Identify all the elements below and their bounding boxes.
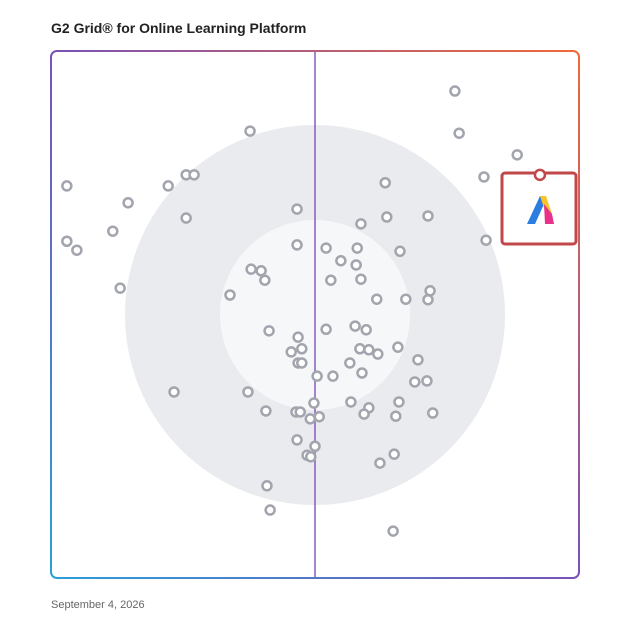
- product-dot: [390, 410, 402, 422]
- product-dot: [360, 324, 372, 336]
- product-dot: [422, 210, 434, 222]
- product-dot: [309, 440, 321, 452]
- product-dot: [345, 396, 357, 408]
- product-dot: [188, 169, 200, 181]
- product-dot: [355, 218, 367, 230]
- product-dot: [372, 348, 384, 360]
- product-dot: [264, 504, 276, 516]
- product-dot: [61, 235, 73, 247]
- product-dot: [61, 180, 73, 192]
- product-dot: [291, 239, 303, 251]
- product-dot: [388, 448, 400, 460]
- product-dot: [261, 480, 273, 492]
- product-dot: [412, 354, 424, 366]
- product-dot: [285, 346, 297, 358]
- product-dot: [320, 242, 332, 254]
- product-dot: [400, 293, 412, 305]
- product-dot: [409, 376, 421, 388]
- product-dot: [313, 410, 325, 423]
- product-dot: [224, 289, 236, 301]
- featured-dot: [533, 168, 547, 182]
- product-dot: [296, 343, 308, 355]
- product-dot: [393, 396, 405, 408]
- product-dot: [392, 341, 404, 353]
- product-dot: [381, 211, 393, 223]
- product-dot: [122, 197, 134, 209]
- product-dot: [304, 413, 316, 425]
- product-dot: [245, 263, 257, 275]
- product-dot: [320, 323, 332, 336]
- product-dot: [480, 234, 492, 246]
- product-dot: [305, 451, 317, 463]
- product-dot: [162, 180, 174, 192]
- product-dot: [356, 367, 368, 379]
- product-dot: [374, 457, 386, 469]
- product-dot: [424, 285, 436, 297]
- product-dot: [354, 343, 366, 355]
- product-dot: [351, 242, 363, 254]
- product-dot: [107, 225, 119, 237]
- product-dot: [349, 320, 361, 332]
- product-dot: [453, 127, 465, 139]
- product-dot: [355, 273, 367, 285]
- product-dot: [511, 149, 523, 161]
- product-dot: [311, 370, 323, 382]
- date: September 4, 2026: [51, 599, 145, 611]
- product-dot: [327, 370, 339, 382]
- product-dot: [71, 244, 83, 256]
- product-dot: [421, 375, 433, 387]
- product-dot: [291, 434, 303, 446]
- product-dot: [344, 357, 356, 369]
- product-dot: [350, 259, 362, 271]
- product-dot: [292, 331, 304, 343]
- product-dot: [294, 406, 306, 418]
- featured-logo: [500, 171, 578, 246]
- product-dot: [335, 254, 347, 267]
- product-dot: [394, 245, 406, 258]
- product-dot: [180, 212, 192, 224]
- product-dot: [291, 203, 303, 215]
- product-dot: [426, 407, 439, 419]
- product-dot: [449, 85, 461, 97]
- chart-title: G2 Grid® for Online Learning Platform: [51, 20, 306, 36]
- product-dot: [387, 525, 399, 537]
- product-dot: [478, 171, 490, 183]
- product-dot: [308, 397, 320, 409]
- product-dot: [363, 344, 375, 356]
- product-dot: [296, 357, 308, 369]
- product-dot: [263, 325, 275, 337]
- product-dot: [255, 265, 267, 277]
- product-dot: [168, 386, 180, 398]
- product-dot: [244, 125, 256, 137]
- product-dot: [422, 293, 434, 306]
- product-dot: [358, 408, 370, 420]
- product-dot: [325, 274, 337, 286]
- product-dot: [114, 282, 126, 294]
- grid-border: [50, 50, 580, 579]
- product-dot: [260, 405, 272, 417]
- product-dot: [371, 293, 383, 305]
- product-dot: [259, 274, 271, 286]
- product-dot: [379, 177, 391, 189]
- product-dot: [242, 386, 254, 398]
